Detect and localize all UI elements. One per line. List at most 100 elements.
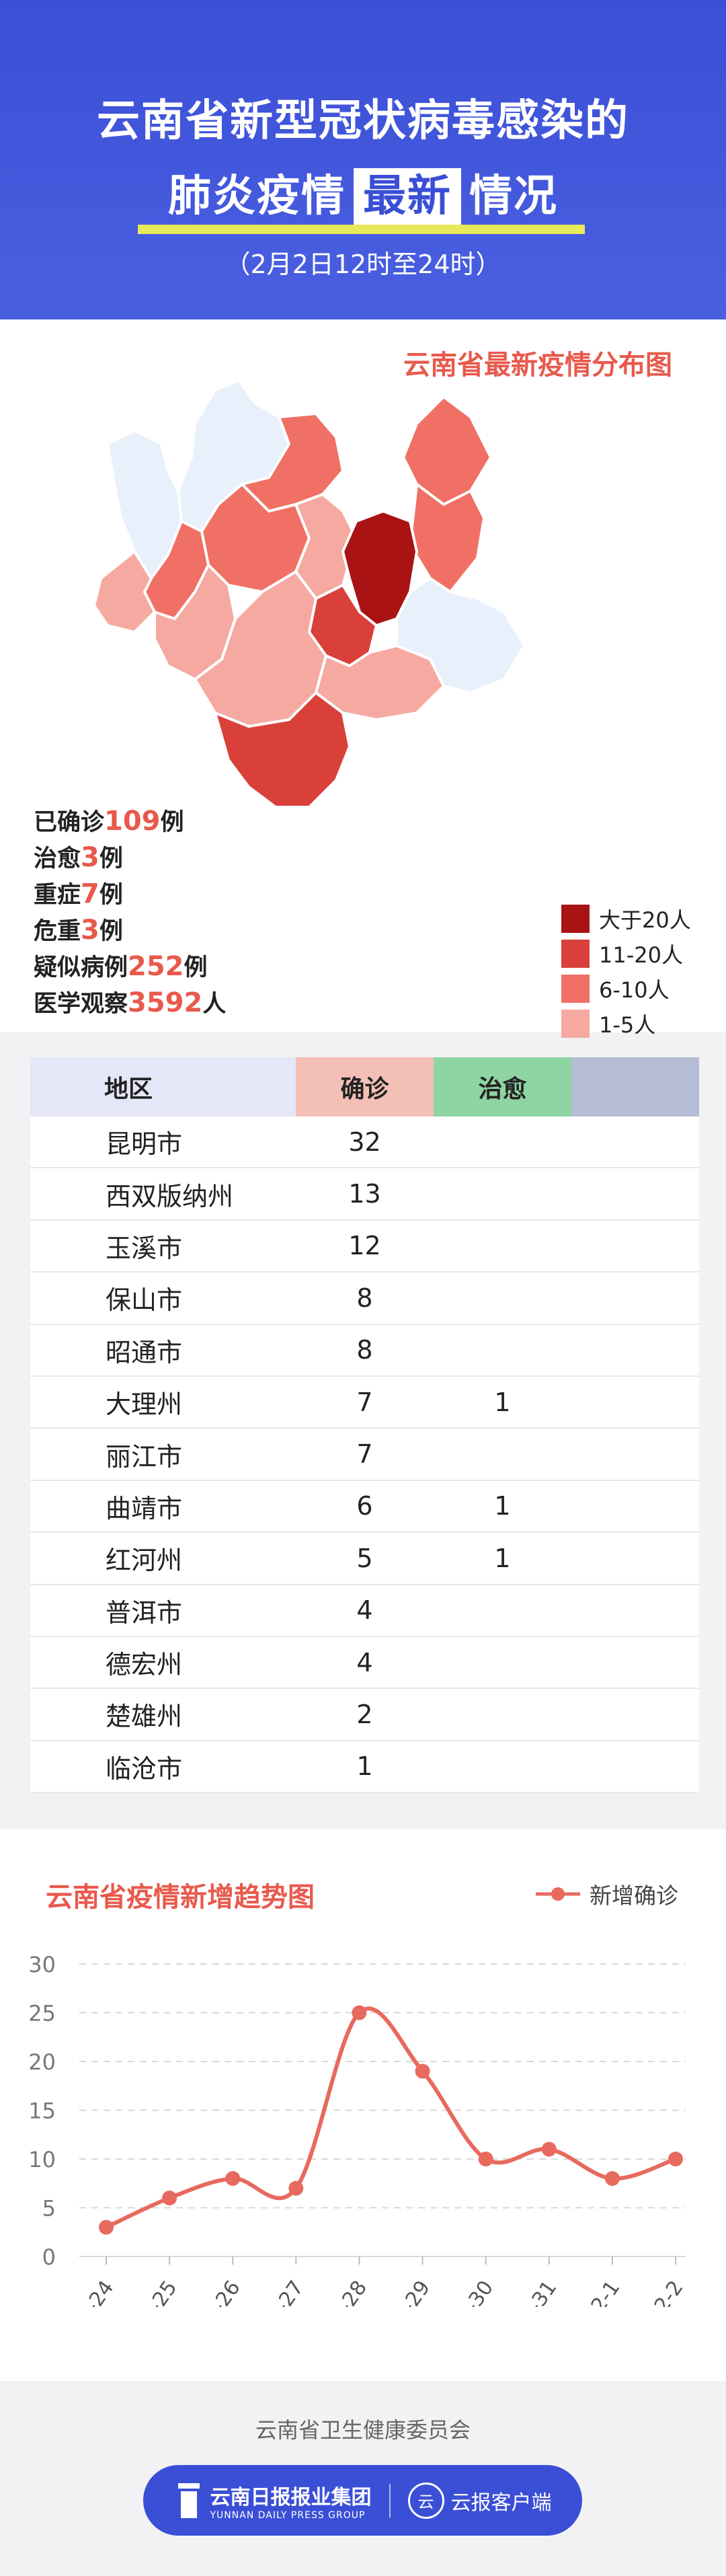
- client-logo-icon: 云: [407, 2482, 444, 2519]
- cell-region: 大理州: [106, 1390, 183, 1420]
- x-tick-label: 1-30: [452, 2277, 498, 2307]
- title-line-2-post: 情况: [469, 172, 558, 221]
- stat-suspected: 疑似病例252例: [34, 951, 208, 982]
- stat-severe: 重症7例: [34, 878, 123, 909]
- cell-cured: [434, 1741, 571, 1792]
- chart-title: 云南省疫情新增趋势图: [46, 1882, 315, 1913]
- cell-blank: [571, 1325, 699, 1375]
- data-point: [478, 2152, 493, 2166]
- footer-client: 云报客户端: [450, 2491, 552, 2515]
- cell-confirmed: 4: [356, 1647, 373, 1677]
- cell-confirmed: 32: [348, 1127, 381, 1157]
- stat-confirmed: 已确诊109例: [34, 806, 184, 837]
- title-highlight: 最新: [354, 168, 461, 225]
- cell-confirmed: 7: [356, 1439, 373, 1470]
- title-underline: [138, 225, 585, 234]
- y-tick-label: 5: [42, 2196, 56, 2222]
- cell-region: 昆明市: [106, 1129, 183, 1160]
- y-tick-label: 0: [42, 2244, 56, 2270]
- table-row: 昭通市 8: [30, 1324, 699, 1377]
- cell-blank: [571, 1116, 699, 1167]
- cell-region: 普洱市: [106, 1597, 183, 1628]
- y-tick-label: 10: [28, 2147, 56, 2172]
- data-point: [668, 2152, 683, 2166]
- table-row: 丽江市 7: [30, 1429, 699, 1481]
- yunnan-map: [94, 379, 526, 808]
- legend-item: 1-5人: [561, 1006, 691, 1041]
- x-tick-label: 1-25: [136, 2277, 182, 2307]
- cell-region: 红河州: [106, 1546, 183, 1576]
- cell-cured: 1: [494, 1543, 511, 1573]
- cell-blank: [571, 1377, 699, 1427]
- cell-blank: [571, 1168, 699, 1219]
- table-body: 昆明市 32 西双版纳州 13 玉溪市 12 保山市 8 昭通市 8 大理州 7 1 丽江市 7 曲靖市 6 1 红…: [30, 1116, 699, 1794]
- cell-cured: [434, 1325, 571, 1375]
- x-tick-label: 2-2: [650, 2277, 688, 2307]
- map-title: 云南省最新疫情分布图: [403, 350, 672, 381]
- cell-cured: [434, 1585, 571, 1636]
- x-tick-label: 2-1: [587, 2277, 625, 2307]
- cell-confirmed: 1: [356, 1751, 373, 1782]
- footer-brand: 云南日报报业集团: [210, 2485, 372, 2509]
- map-legend: 大于20人 11-20人 6-10人 1-5人: [561, 901, 691, 1041]
- table-row: 玉溪市 12: [30, 1220, 699, 1273]
- table-row: 大理州 7 1: [30, 1376, 699, 1429]
- cell-confirmed: 6: [356, 1491, 373, 1521]
- footer-separator: [389, 2483, 391, 2517]
- table-row: 西双版纳州 13: [30, 1168, 699, 1221]
- chart-legend: 新增确诊: [534, 1878, 678, 1910]
- x-tick-label: 1-27: [263, 2277, 309, 2307]
- cell-confirmed: 12: [348, 1231, 381, 1261]
- table-row: 保山市 8: [30, 1273, 699, 1325]
- x-tick-label: 1-28: [326, 2277, 372, 2307]
- stats-summary: 已确诊109例 治愈3例 重症7例 危重3例 疑似病例252例 医学观察3592…: [34, 804, 226, 1022]
- trend-chart: 0 5 10 15 20 25 30 1-24 1-25 1-26 1-27 1-28 1-29 1-30…: [28, 1952, 688, 2307]
- table-row: 德宏州 4: [30, 1636, 699, 1690]
- data-point: [225, 2171, 241, 2186]
- cell-blank: [571, 1273, 699, 1323]
- footer-brand-en: YUNNAN DAILY PRESS GROUP: [210, 2509, 366, 2521]
- legend-item: 11-20人: [561, 936, 691, 971]
- cell-cured: [434, 1116, 571, 1167]
- cell-cured: [434, 1168, 571, 1219]
- title-line-2-pre: 肺炎疫情: [168, 172, 346, 221]
- footer-brand-bar: 云南日报报业集团 YUNNAN DAILY PRESS GROUP 云 云报客户…: [143, 2465, 582, 2536]
- cell-region: 临沧市: [106, 1753, 183, 1784]
- press-group-logo-icon: [177, 2483, 200, 2518]
- cell-blank: [571, 1429, 699, 1479]
- cell-blank: [571, 1689, 699, 1739]
- data-point: [352, 2005, 367, 2020]
- header-banner: 云南省新型冠状病毒感染的 肺炎疫情 最新 情况 （2月2日12时至24时）: [0, 0, 726, 319]
- table-row: 昆明市 32: [30, 1116, 699, 1169]
- subtitle-time: （2月2日12时至24时）: [225, 250, 501, 279]
- legend-line-icon: [536, 1887, 580, 1901]
- data-point: [415, 2063, 430, 2079]
- cell-blank: [571, 1221, 699, 1271]
- footer-org: 云南省卫生健康委员会: [255, 2417, 471, 2443]
- table-row: 曲靖市 6 1: [30, 1480, 699, 1533]
- cell-region: 曲靖市: [106, 1493, 183, 1523]
- cell-cured: [434, 1273, 571, 1323]
- header-cured: 治愈: [434, 1057, 571, 1116]
- cases-table: 地区 确诊 治愈 昆明市 32 西双版纳州 13 玉溪市 12 保山市 8 昭通市 8 大理州 7 1 丽…: [30, 1057, 699, 1794]
- table-row: 临沧市 1: [30, 1741, 699, 1794]
- data-point: [288, 2181, 304, 2196]
- cell-confirmed: 2: [356, 1699, 373, 1729]
- cell-confirmed: 8: [356, 1283, 373, 1313]
- cell-blank: [571, 1637, 699, 1688]
- x-tick-label: 1-24: [73, 2277, 119, 2307]
- y-tick-label: 15: [28, 2098, 56, 2124]
- x-tick-label: 1-31: [516, 2277, 562, 2307]
- legend-item: 大于20人: [561, 901, 691, 936]
- data-point: [604, 2171, 620, 2186]
- header-blank: [571, 1057, 699, 1116]
- x-tick-label: 1-29: [389, 2277, 435, 2307]
- map-region-xishuangbanna: [214, 691, 351, 808]
- table-row: 红河州 5 1: [30, 1533, 699, 1585]
- header-confirmed: 确诊: [296, 1057, 434, 1116]
- table-row: 普洱市 4: [30, 1585, 699, 1637]
- cell-confirmed: 5: [356, 1543, 373, 1573]
- cell-cured: [434, 1429, 571, 1479]
- y-tick-label: 30: [28, 1952, 56, 1977]
- cell-region: 玉溪市: [106, 1233, 183, 1263]
